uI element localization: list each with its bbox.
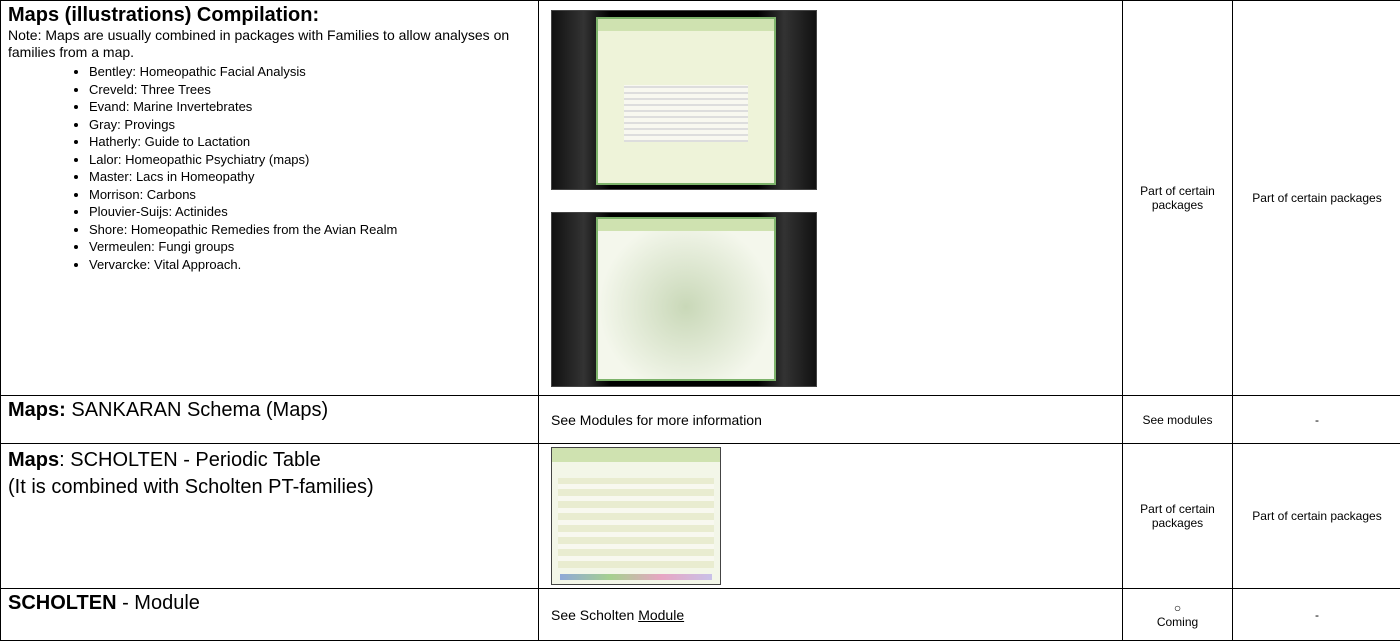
- availability: Part of certain packages: [1140, 184, 1215, 212]
- feature-cell: SCHOLTEN - Module: [0, 588, 539, 641]
- feature-cell: Maps: SCHOLTEN - Periodic Table (It is co…: [0, 443, 539, 589]
- packages: -: [1315, 607, 1319, 622]
- map-item: Vermeulen: Fungi groups: [89, 238, 538, 256]
- screenshot-image: [551, 212, 817, 387]
- feature-title: SCHOLTEN: [8, 592, 117, 614]
- map-item: Master: Lacs in Homeopathy: [89, 168, 538, 186]
- feature-name: - Module: [122, 592, 200, 614]
- packages-cell: Part of certain packages: [1232, 443, 1400, 589]
- map-item: Vervarcke: Vital Approach.: [89, 256, 538, 274]
- screenshot-image: [551, 10, 817, 190]
- packages-cell: -: [1232, 588, 1400, 641]
- map-item: Bentley: Homeopathic Facial Analysis: [89, 63, 538, 81]
- feature-name: SANKARAN Schema (Maps): [71, 399, 329, 421]
- map-item: Hatherly: Guide to Lactation: [89, 133, 538, 151]
- map-item: Creveld: Three Trees: [89, 81, 538, 99]
- availability: Coming: [1156, 614, 1199, 629]
- description: See Scholten Module: [538, 588, 1123, 641]
- description-text: See Scholten: [551, 606, 635, 623]
- availability: Part of certain packages: [1140, 502, 1215, 530]
- feature-note: (It is combined with Scholten PT-familie…: [8, 476, 374, 498]
- map-item: Morrison: Carbons: [89, 186, 538, 204]
- status-symbol: ○: [1173, 600, 1182, 615]
- feature-cell: Maps: SANKARAN Schema (Maps): [0, 395, 539, 444]
- availability-cell: See modules: [1122, 395, 1233, 444]
- feature-title: Maps:: [8, 399, 66, 421]
- packages-cell: Part of certain packages: [1232, 0, 1400, 396]
- availability-cell: Part of certain packages: [1122, 0, 1233, 396]
- availability-cell: ○ Coming: [1122, 588, 1233, 641]
- feature-cell: Maps (illustrations) Compilation: Note: …: [0, 0, 539, 396]
- screenshot-image: [551, 447, 721, 585]
- map-item: Lalor: Homeopathic Psychiatry (maps): [89, 151, 538, 169]
- feature-name: Maps (illustrations) Compilation:: [1, 1, 538, 27]
- map-list: Bentley: Homeopathic Facial AnalysisCrev…: [1, 63, 538, 273]
- feature-name: : SCHOLTEN - Periodic Table: [59, 449, 321, 471]
- map-item: Shore: Homeopathic Remedies from the Avi…: [89, 221, 538, 239]
- screenshot-cell: [538, 443, 1123, 589]
- description-text: See Modules for more information: [551, 411, 762, 428]
- note: Note: Maps are usually combined in packa…: [8, 27, 510, 60]
- module-link[interactable]: Module: [638, 606, 685, 623]
- packages: Part of certain packages: [1252, 509, 1382, 523]
- description: See Modules for more information: [538, 395, 1123, 444]
- availability-cell: Part of certain packages: [1122, 443, 1233, 589]
- map-item: Gray: Provings: [89, 116, 538, 134]
- packages: -: [1315, 412, 1319, 427]
- feature-title: Maps (illustrations) Compilation:: [8, 4, 320, 26]
- map-item: Evand: Marine Invertebrates: [89, 98, 538, 116]
- availability: See modules: [1142, 412, 1213, 427]
- map-item: Plouvier-Suijs: Actinides: [89, 203, 538, 221]
- packages: Part of certain packages: [1252, 191, 1382, 205]
- feature-title: Maps: [8, 449, 60, 471]
- screenshot-cell: [538, 0, 1123, 396]
- packages-cell: -: [1232, 395, 1400, 444]
